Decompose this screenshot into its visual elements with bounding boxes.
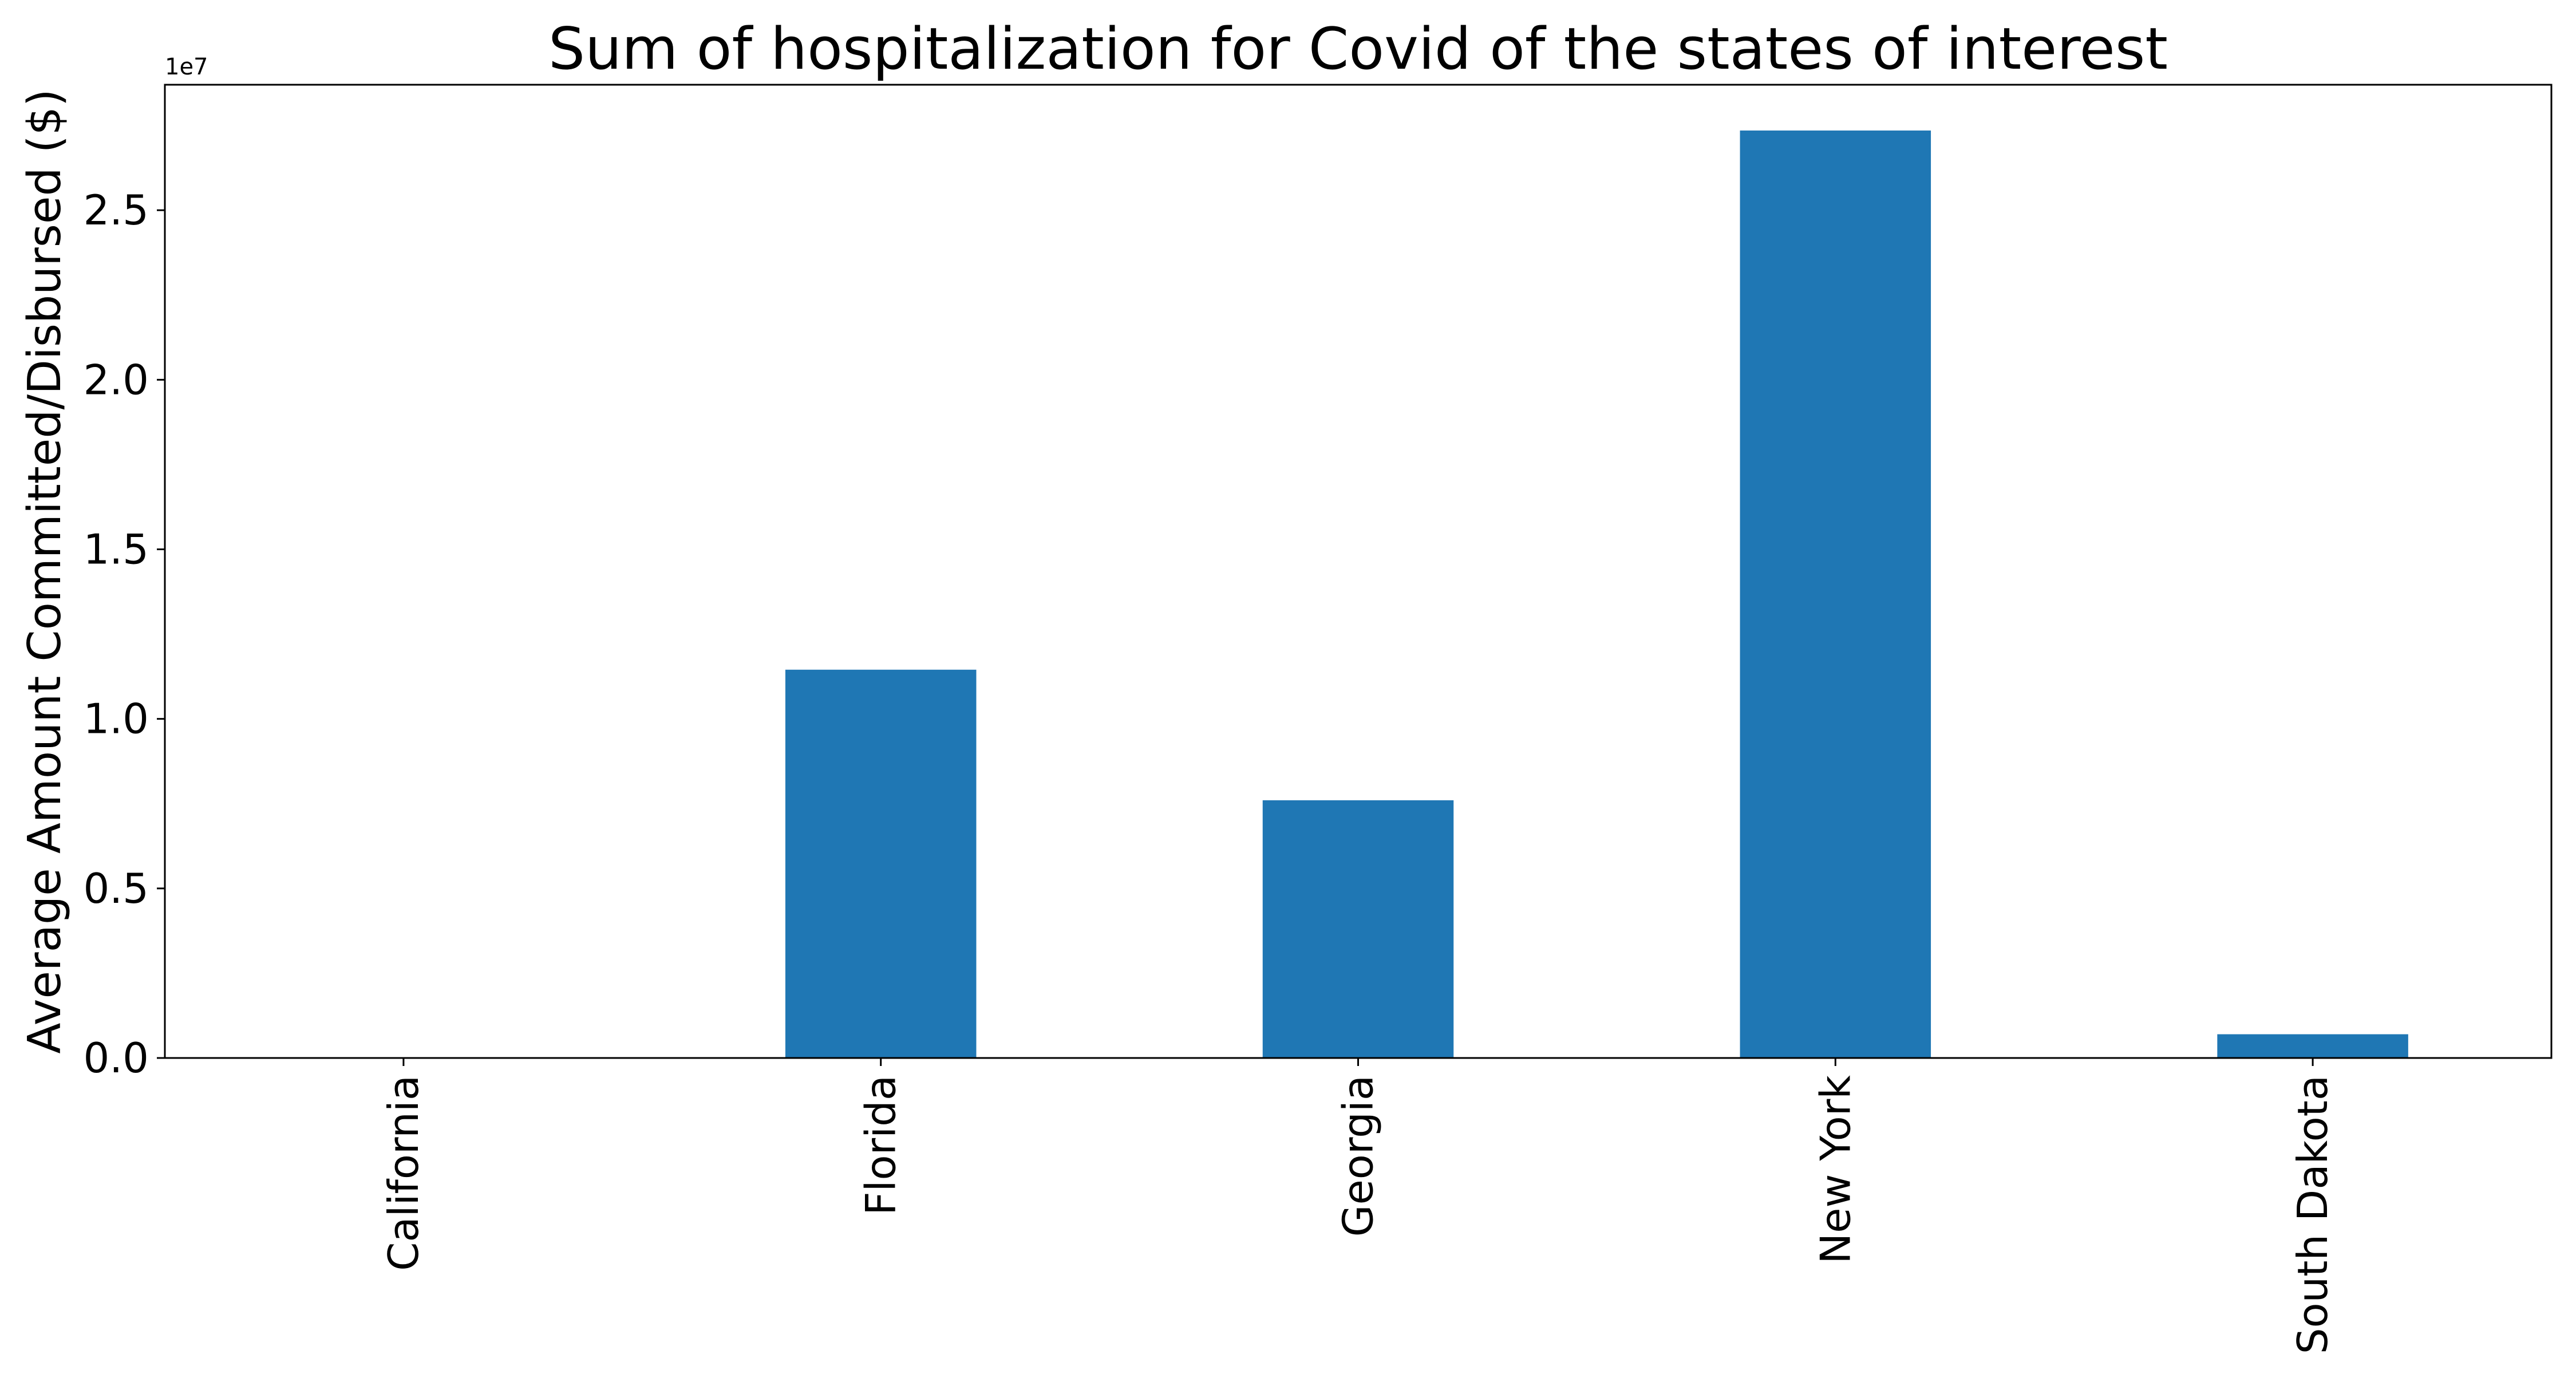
bar-georgia	[1262, 800, 1454, 1058]
y-ticks-group: 0.0 0.5 1.0 1.5 2.0 2.5	[83, 186, 165, 1082]
y-axis-offset-label: 1e7	[165, 54, 208, 80]
plot-frame	[164, 84, 2553, 1059]
y-tick-label: 0.5	[83, 864, 149, 913]
y-tick-label: 0.0	[83, 1034, 149, 1082]
bar-south-dakota	[2217, 1034, 2408, 1058]
y-tick-label: 2.0	[83, 356, 149, 404]
x-tick-label: New York	[1811, 1075, 1859, 1264]
x-tick-label: South Dakota	[2289, 1075, 2337, 1354]
y-tick-label: 1.0	[83, 695, 149, 743]
y-tick-label: 2.5	[83, 186, 149, 234]
bar-florida	[785, 669, 977, 1058]
bars-group	[785, 130, 2408, 1058]
x-tick-label: California	[380, 1075, 428, 1271]
y-axis-label: Average Amount Committed/Disbursed ($)	[18, 89, 71, 1053]
x-tick-label: Georgia	[1334, 1075, 1382, 1237]
x-ticks-group: California Florida Georgia New York South Da…	[380, 1058, 2337, 1354]
x-tick-label: Florida	[857, 1075, 905, 1215]
y-tick-label: 1.5	[83, 525, 149, 573]
bar-new-york	[1740, 130, 1931, 1058]
chart-title: Sum of hospitalization for Covid of the …	[548, 15, 2168, 82]
